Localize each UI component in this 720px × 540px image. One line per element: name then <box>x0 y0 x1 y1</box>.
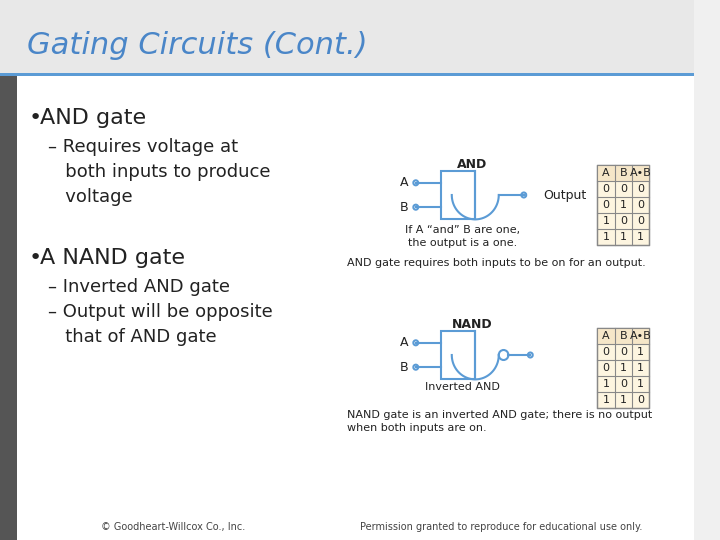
Text: Inverted AND: Inverted AND <box>425 382 500 392</box>
Text: 0: 0 <box>603 200 610 210</box>
Text: A•B: A•B <box>630 331 652 341</box>
Text: NAND gate is an inverted AND gate; there is no output
when both inputs are on.: NAND gate is an inverted AND gate; there… <box>347 410 652 433</box>
Text: 0: 0 <box>637 184 644 194</box>
Text: Gating Circuits (Cont.): Gating Circuits (Cont.) <box>27 30 368 59</box>
FancyBboxPatch shape <box>598 165 649 245</box>
Text: Output: Output <box>544 188 587 201</box>
Text: A: A <box>602 168 610 178</box>
Text: 1: 1 <box>620 232 627 242</box>
FancyBboxPatch shape <box>0 75 17 540</box>
Text: NAND: NAND <box>452 318 492 331</box>
Text: B: B <box>400 361 408 374</box>
Text: 1: 1 <box>637 347 644 357</box>
Text: A NAND gate: A NAND gate <box>40 248 186 268</box>
Text: 1: 1 <box>620 363 627 373</box>
FancyBboxPatch shape <box>0 73 694 76</box>
Text: •: • <box>29 248 42 268</box>
Text: 1: 1 <box>603 216 610 226</box>
Text: 0: 0 <box>603 347 610 357</box>
Text: 1: 1 <box>603 379 610 389</box>
Text: – Output will be opposite
   that of AND gate: – Output will be opposite that of AND ga… <box>48 303 273 346</box>
Text: – Requires voltage at
   both inputs to produce
   voltage: – Requires voltage at both inputs to pro… <box>48 138 271 206</box>
Text: 0: 0 <box>637 216 644 226</box>
Text: 0: 0 <box>620 379 627 389</box>
FancyBboxPatch shape <box>0 0 694 75</box>
Text: 1: 1 <box>637 363 644 373</box>
Text: 1: 1 <box>637 379 644 389</box>
Text: B: B <box>620 168 627 178</box>
Text: 0: 0 <box>603 184 610 194</box>
Text: 0: 0 <box>603 363 610 373</box>
Text: AND: AND <box>457 158 487 171</box>
Text: 0: 0 <box>620 184 627 194</box>
FancyBboxPatch shape <box>0 75 694 540</box>
FancyBboxPatch shape <box>598 328 649 408</box>
Text: 1: 1 <box>637 232 644 242</box>
Text: A•B: A•B <box>630 168 652 178</box>
Text: A: A <box>400 177 408 190</box>
Text: •: • <box>29 108 42 128</box>
Text: B: B <box>620 331 627 341</box>
Text: AND gate: AND gate <box>40 108 147 128</box>
Text: – Inverted AND gate: – Inverted AND gate <box>48 278 230 296</box>
Text: 1: 1 <box>620 200 627 210</box>
FancyBboxPatch shape <box>598 328 649 344</box>
Text: B: B <box>400 201 408 214</box>
Text: 1: 1 <box>603 395 610 405</box>
Text: A: A <box>400 336 408 349</box>
Text: 0: 0 <box>620 216 627 226</box>
Text: 1: 1 <box>620 395 627 405</box>
Text: A: A <box>602 331 610 341</box>
Text: If A “and” B are one,
the output is a one.: If A “and” B are one, the output is a on… <box>405 225 520 248</box>
FancyBboxPatch shape <box>598 165 649 181</box>
Text: 1: 1 <box>603 232 610 242</box>
Text: © Goodheart-Willcox Co., Inc.: © Goodheart-Willcox Co., Inc. <box>102 522 246 532</box>
Text: Permission granted to reproduce for educational use only.: Permission granted to reproduce for educ… <box>360 522 642 532</box>
Text: 0: 0 <box>620 347 627 357</box>
Text: 0: 0 <box>637 200 644 210</box>
Text: AND gate requires both inputs to be on for an output.: AND gate requires both inputs to be on f… <box>347 258 646 268</box>
Text: 0: 0 <box>637 395 644 405</box>
